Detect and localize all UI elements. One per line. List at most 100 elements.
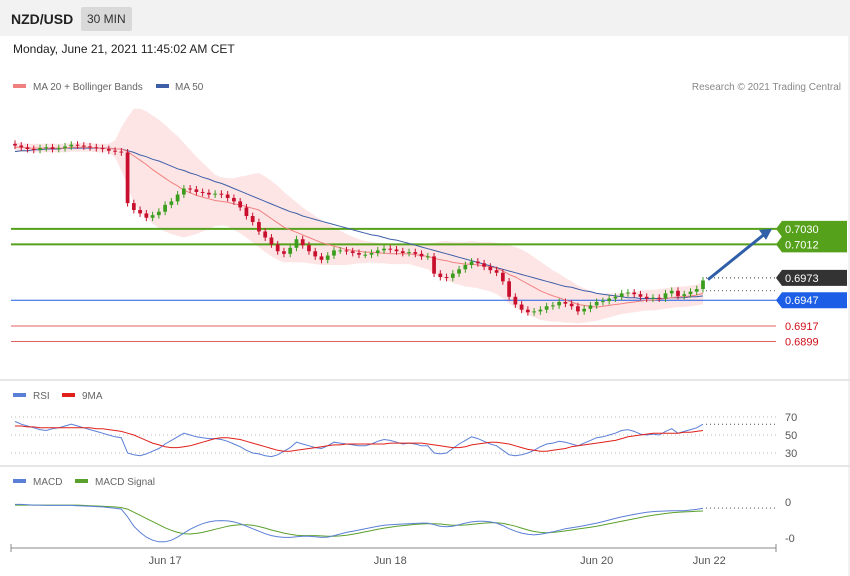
candle-body: [551, 305, 555, 307]
support-level-label: 0.6917: [785, 321, 819, 333]
ma50-legend-label: MA 50: [175, 82, 204, 93]
candle-body: [131, 203, 136, 210]
rsi-tick-label: 50: [785, 430, 797, 442]
candle-body: [244, 207, 249, 217]
candle-body: [181, 188, 186, 195]
candle-body: [313, 251, 318, 257]
candle-body: [382, 248, 386, 251]
candle-body: [144, 213, 149, 218]
candle-body: [519, 304, 524, 310]
candle-body: [544, 306, 549, 310]
candle-body: [676, 290, 680, 296]
candle-body: [100, 148, 105, 150]
candle-body: [332, 250, 336, 256]
top-bar: NZD/USD 30 MIN: [0, 0, 850, 36]
candle-body: [626, 292, 630, 294]
candle-body: [482, 263, 486, 267]
candle-body: [400, 251, 405, 253]
candle-body: [569, 303, 574, 307]
candle-body: [450, 273, 455, 278]
candle-body: [50, 147, 55, 149]
candle-body: [300, 239, 305, 246]
candle-body: [663, 293, 668, 299]
candle-body: [413, 252, 418, 254]
x-axis: Jun 17 Jun 18 Jun 20 Jun 22: [10, 544, 777, 567]
rsi-tick-label: 70: [785, 412, 797, 424]
macd-tick-label: -0: [785, 533, 795, 545]
candle-body: [288, 247, 293, 254]
candle-body: [69, 144, 74, 147]
candle-body: [619, 293, 624, 297]
candle-body: [475, 261, 480, 264]
candle-body: [525, 309, 530, 313]
candle-body: [576, 306, 580, 312]
candle-body: [588, 305, 593, 309]
timestamp: Monday, June 21, 2021 11:45:02 AM CET: [13, 42, 235, 56]
rsi-tick-label: 30: [785, 448, 797, 460]
candle-body: [425, 256, 430, 258]
candle-body: [219, 193, 224, 195]
rsi-ma-line: [15, 425, 704, 452]
candle-body: [263, 231, 268, 238]
rsi-ma-legend-swatch: [62, 393, 75, 397]
level-tag: [776, 269, 847, 286]
candle-body: [375, 250, 380, 253]
candle-body: [250, 216, 255, 223]
candle-body: [694, 289, 699, 292]
rsi-line: [14, 421, 704, 458]
candle-body: [13, 143, 17, 146]
level-tag: [776, 292, 847, 309]
timeframe-button[interactable]: 30 MIN: [81, 7, 132, 31]
candle-body: [119, 151, 124, 153]
candle-body: [275, 244, 280, 252]
candle-body: [369, 252, 374, 255]
candle-body: [257, 222, 261, 232]
candle-body: [75, 144, 80, 146]
candle-body: [350, 251, 355, 253]
x-tick-label: Jun 20: [580, 555, 613, 567]
candle-body: [488, 266, 493, 271]
candle-body: [444, 277, 449, 279]
macd-signal-legend-label: MACD Signal: [95, 477, 155, 488]
candle-body: [557, 301, 562, 306]
ma20-legend-label: MA 20 + Bollinger Bands: [33, 82, 143, 93]
x-tick-label: Jun 22: [693, 555, 726, 567]
candle-body: [357, 252, 361, 255]
ma20-line: [15, 146, 704, 308]
candle-body: [31, 148, 36, 150]
projection-arrow-shaft: [707, 231, 767, 281]
level-tag: [776, 236, 847, 253]
candle-body: [657, 297, 662, 299]
candle-body: [338, 250, 343, 252]
candle-body: [282, 251, 286, 254]
level-label: 0.7012: [785, 239, 819, 251]
candle-body: [532, 311, 537, 313]
macd-signal-line: [15, 504, 704, 537]
bollinger-band-area: [15, 108, 703, 324]
candle-body: [319, 256, 324, 260]
candle-body: [613, 296, 618, 299]
candle-body: [688, 291, 693, 295]
level-tag: [776, 220, 847, 237]
candle-body: [88, 146, 92, 148]
candle-body: [632, 292, 637, 295]
candle-body: [163, 204, 167, 212]
candle-body: [325, 255, 330, 260]
candle-body: [194, 189, 199, 192]
level-label: 0.6973: [785, 273, 819, 285]
candle-body: [344, 250, 349, 252]
rsi-ma-legend-label: 9MA: [82, 391, 103, 402]
credit-text: Research © 2021 Trading Central: [692, 82, 841, 93]
ma50-legend-swatch: [156, 84, 169, 88]
candle-body: [307, 245, 311, 252]
x-tick-label: Jun 17: [149, 555, 182, 567]
ma50-line: [14, 147, 704, 299]
macd-legend-label: MACD: [33, 477, 62, 488]
candle-body: [457, 269, 461, 274]
candle-body: [156, 211, 161, 216]
candle-body: [682, 294, 687, 296]
candle-body: [388, 248, 393, 250]
candle-body: [538, 309, 543, 312]
candle-body: [138, 210, 142, 214]
